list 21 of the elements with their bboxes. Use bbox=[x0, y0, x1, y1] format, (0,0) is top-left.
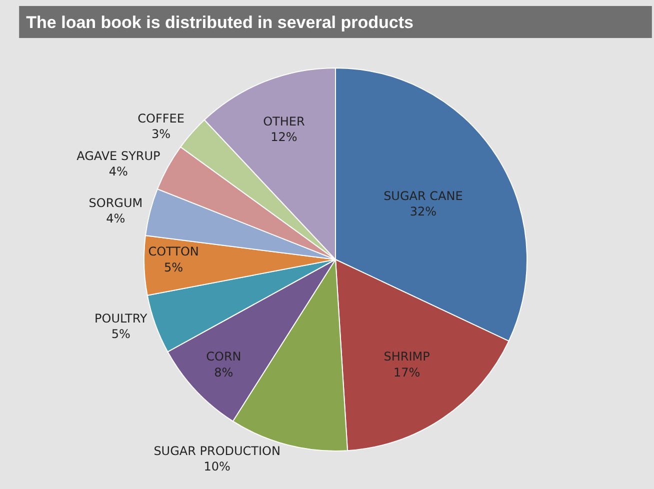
data-label: 10% bbox=[204, 460, 230, 474]
slice-label: AGAVE SYRUP bbox=[76, 149, 160, 163]
data-label: 3% bbox=[152, 127, 171, 142]
slice-label: SUGAR CANE bbox=[384, 189, 463, 204]
data-label: 5% bbox=[164, 260, 184, 274]
slice-label: POULTRY bbox=[94, 311, 148, 326]
data-label: 17% bbox=[394, 365, 420, 380]
slice-label: COTTON bbox=[148, 244, 199, 259]
data-label: 4% bbox=[106, 212, 126, 226]
slice-label: SHRIMP bbox=[384, 350, 430, 364]
data-label: 32% bbox=[410, 204, 437, 219]
slice-label: OTHER bbox=[263, 114, 305, 129]
data-label: 5% bbox=[111, 326, 130, 341]
data-label: 4% bbox=[108, 164, 128, 179]
data-label: 12% bbox=[270, 130, 298, 144]
slice-label: SUGAR PRODUCTION bbox=[154, 444, 280, 458]
data-label: 8% bbox=[214, 365, 234, 380]
slice-label: COFFEE bbox=[138, 112, 184, 126]
slice-label: CORN bbox=[206, 350, 242, 364]
chart-title: The loan book is distributed in several products bbox=[26, 12, 414, 32]
slice-label: SORGUM bbox=[88, 196, 143, 210]
